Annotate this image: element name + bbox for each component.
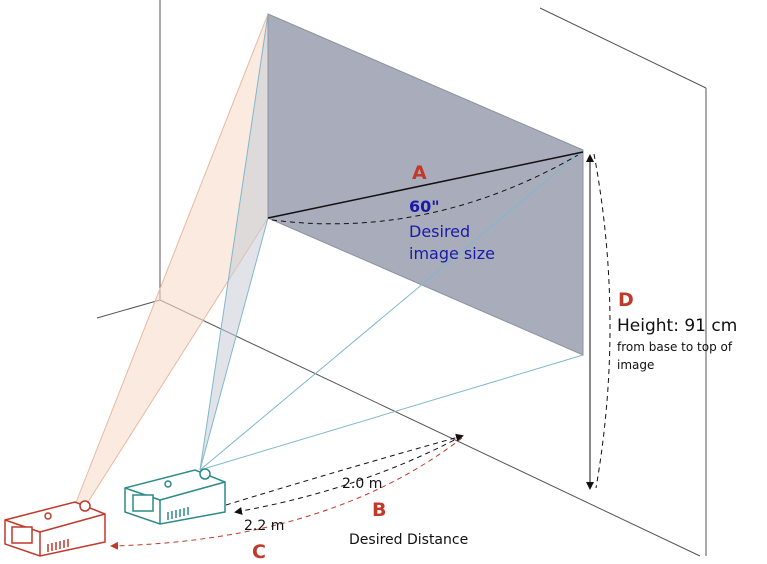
height-caption: from base to top of <box>617 340 733 354</box>
near-distance-arc <box>234 435 463 515</box>
label-b: B <box>372 499 386 521</box>
cone-edges <box>199 13 584 471</box>
label-a: A <box>412 162 427 184</box>
near-distance: 2.0 m <box>342 476 382 492</box>
diagonal <box>267 151 584 219</box>
size-value: 60" <box>409 197 440 216</box>
far-projector <box>4 500 106 557</box>
room-lines <box>96 0 707 557</box>
label-c: C <box>252 541 266 563</box>
cone-edge <box>74 13 269 506</box>
diagonal-arc <box>271 154 579 225</box>
height-value: Height: 91 cm <box>617 316 737 336</box>
height-arc <box>593 153 611 489</box>
distance-caption: Desired Distance <box>349 532 468 548</box>
size-caption: image size <box>409 244 495 263</box>
label-d: D <box>618 289 634 311</box>
far-distance-arc <box>110 437 463 550</box>
height-caption: image <box>617 358 654 372</box>
far-distance: 2.2 m <box>244 518 284 534</box>
near-projector <box>124 468 226 525</box>
size-caption: Desired <box>409 222 470 241</box>
near-distance-arc <box>225 433 464 506</box>
